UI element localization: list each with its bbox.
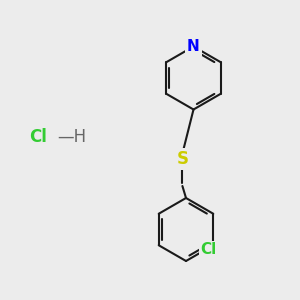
Text: Cl: Cl — [200, 242, 217, 257]
Text: N: N — [187, 39, 200, 54]
Text: S: S — [176, 150, 188, 168]
Text: Cl: Cl — [28, 128, 46, 146]
Text: —H: —H — [57, 128, 86, 146]
